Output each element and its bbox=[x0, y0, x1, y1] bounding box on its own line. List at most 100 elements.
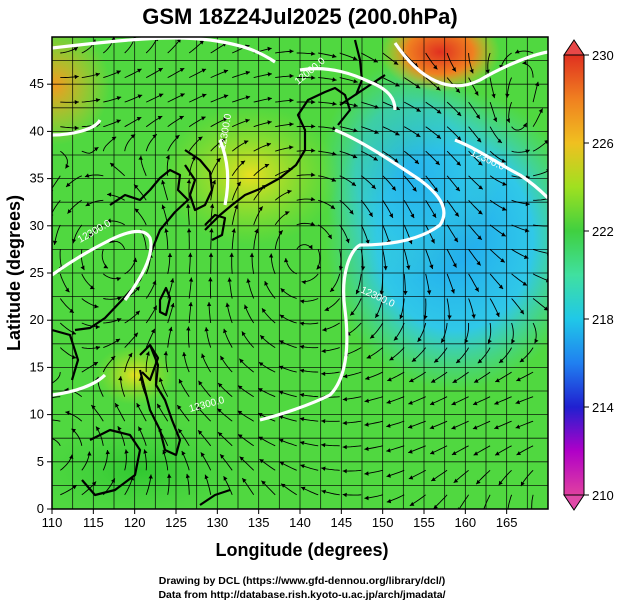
streamline-arrow bbox=[352, 56, 358, 61]
streamline-arrow bbox=[311, 148, 316, 153]
streamline-arrow bbox=[103, 264, 108, 269]
streamline-arrow bbox=[450, 289, 455, 294]
streamline-arrow bbox=[209, 203, 215, 209]
streamline-arrow bbox=[148, 474, 153, 479]
streamline-arrow bbox=[115, 403, 120, 408]
streamline-arrow bbox=[395, 131, 400, 136]
streamline-arrow bbox=[393, 158, 399, 163]
streamline-arrow bbox=[516, 377, 521, 382]
streamline-arrow bbox=[310, 197, 316, 202]
streamline-arrow bbox=[124, 449, 129, 454]
field-yellow-japan bbox=[160, 105, 340, 245]
streamline-arrow bbox=[364, 446, 369, 451]
plot-area: 12000.0 12300.0 12300.0 12300.0 12300.0 … bbox=[44, 37, 548, 514]
streamline-arrow bbox=[408, 475, 414, 480]
streamline-arrow bbox=[209, 228, 214, 233]
streamline-arrow bbox=[261, 480, 266, 485]
streamline-arrow bbox=[236, 181, 241, 187]
streamline-arrow bbox=[94, 147, 99, 152]
x-tick-label: 115 bbox=[83, 515, 104, 530]
streamline-arrow bbox=[299, 417, 305, 422]
streamline-arrow bbox=[278, 230, 283, 235]
streamline-arrow bbox=[471, 314, 476, 319]
streamline-arrow bbox=[364, 398, 369, 403]
x-tick-label: 125 bbox=[165, 515, 187, 530]
streamline-arrow bbox=[300, 464, 305, 469]
streamline-arrow bbox=[515, 424, 521, 429]
streamline-arrow bbox=[482, 509, 486, 514]
streamline-arrow bbox=[477, 235, 482, 240]
streamline-arrow bbox=[238, 385, 243, 390]
streamline-arrow bbox=[266, 142, 271, 147]
streamline-arrow bbox=[44, 435, 48, 439]
streamline-arrow bbox=[473, 401, 478, 406]
coastline-kyushu bbox=[204, 213, 227, 241]
streamline-arrow bbox=[451, 401, 457, 406]
coastlines bbox=[52, 39, 386, 506]
streamline-arrow bbox=[260, 335, 265, 340]
streamline-arrow bbox=[283, 258, 289, 263]
streamline-arrow bbox=[178, 379, 183, 384]
streamline-arrow bbox=[455, 88, 460, 93]
x-tick-label: 155 bbox=[413, 515, 435, 530]
streamline-arrow bbox=[106, 218, 112, 223]
streamline-arrow bbox=[456, 111, 462, 116]
streamline-arrow bbox=[130, 134, 136, 139]
streamline-arrow bbox=[161, 204, 166, 210]
colorbar-tick-label: 218 bbox=[592, 312, 614, 327]
streamline-arrow bbox=[473, 451, 479, 456]
streamline-arrow bbox=[491, 93, 496, 99]
y-tick-label: 40 bbox=[30, 123, 44, 138]
y-tick-label: 10 bbox=[30, 407, 44, 422]
streamline-arrow bbox=[74, 100, 79, 105]
streamline-arrow bbox=[299, 368, 305, 373]
streamline-arrow bbox=[356, 289, 360, 295]
streamline-arrow bbox=[117, 426, 122, 431]
streamline-arrow bbox=[220, 138, 226, 143]
streamline-arrow bbox=[278, 390, 284, 395]
streamline-arrow bbox=[365, 375, 370, 381]
streamline-arrow bbox=[220, 454, 225, 459]
x-tick-label: 150 bbox=[372, 515, 394, 530]
contour-12300-east bbox=[454, 138, 548, 200]
streamline-arrow bbox=[408, 400, 413, 405]
streamline-arrow bbox=[493, 117, 497, 122]
streamline-arrow bbox=[515, 400, 521, 405]
streamline bbox=[533, 198, 548, 201]
streamline-arrow bbox=[519, 358, 525, 363]
streamline-arrow bbox=[332, 151, 337, 156]
streamline-arrow bbox=[495, 378, 500, 383]
streamline-arrow bbox=[321, 489, 326, 494]
streamline-arrow bbox=[278, 415, 284, 420]
streamline-arrow bbox=[71, 330, 76, 335]
streamline-arrow bbox=[116, 96, 122, 101]
streamline-arrow bbox=[322, 327, 327, 332]
coastline-mainland-south bbox=[52, 328, 80, 381]
streamline-arrow bbox=[429, 264, 434, 269]
streamline-arrow bbox=[364, 471, 369, 476]
streamline-arrow bbox=[476, 479, 481, 485]
streamline-arrow bbox=[179, 68, 185, 72]
streamline-arrow bbox=[52, 240, 58, 245]
y-axis: 0 5 10 15 20 25 30 35 40 45 bbox=[30, 76, 52, 516]
streamline-arrow bbox=[434, 358, 439, 363]
streamline-arrow bbox=[477, 161, 483, 166]
streamline-arrow bbox=[116, 318, 122, 323]
streamline-arrow bbox=[110, 356, 116, 361]
streamline-arrow bbox=[522, 60, 527, 66]
coastline-china bbox=[74, 168, 190, 332]
streamline-arrow bbox=[182, 352, 187, 357]
streamline-arrow bbox=[451, 425, 456, 430]
streamline-arrow bbox=[69, 308, 74, 313]
streamline-arrow bbox=[321, 371, 326, 376]
streamline-arrow bbox=[201, 116, 206, 121]
streamline-arrow bbox=[201, 353, 206, 359]
streamline-arrow bbox=[237, 410, 243, 415]
colorbar-tick-label: 230 bbox=[592, 48, 614, 63]
streamline-arrow bbox=[478, 185, 483, 190]
streamline-arrow bbox=[289, 73, 294, 79]
streamline-arrow bbox=[95, 98, 101, 103]
streamline-arrow bbox=[345, 238, 350, 244]
streamline-arrow bbox=[393, 60, 399, 65]
streamline-arrow bbox=[353, 79, 358, 84]
